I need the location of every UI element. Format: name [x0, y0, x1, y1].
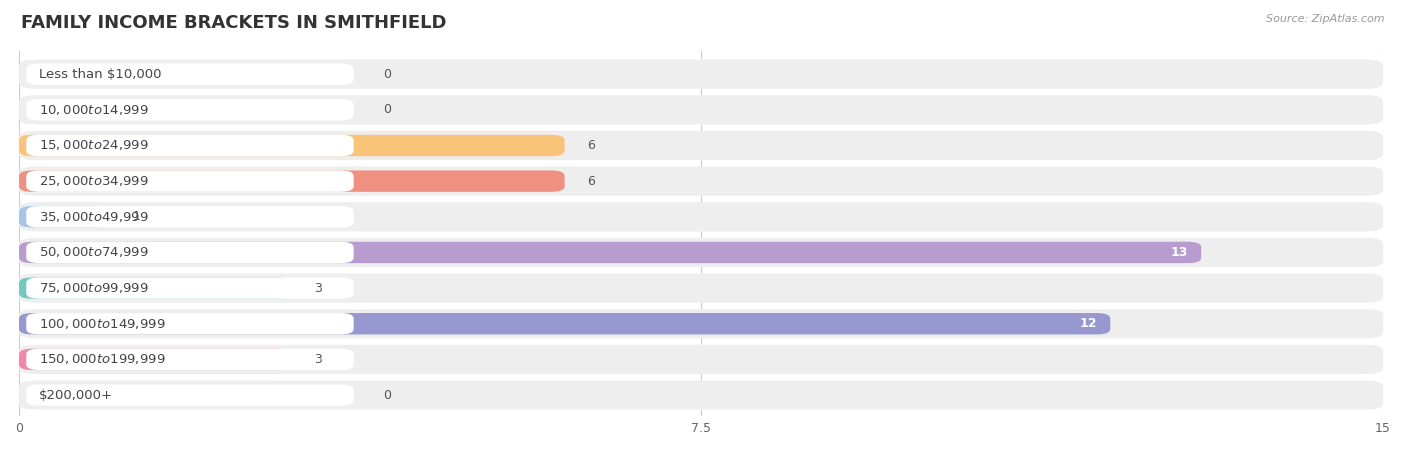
FancyBboxPatch shape: [27, 63, 354, 85]
Text: Source: ZipAtlas.com: Source: ZipAtlas.com: [1267, 14, 1385, 23]
FancyBboxPatch shape: [20, 131, 1384, 160]
Text: $75,000 to $99,999: $75,000 to $99,999: [39, 281, 149, 295]
FancyBboxPatch shape: [20, 238, 1384, 267]
FancyBboxPatch shape: [20, 95, 1384, 125]
FancyBboxPatch shape: [20, 345, 1384, 374]
Text: 6: 6: [588, 175, 595, 188]
Text: $50,000 to $74,999: $50,000 to $74,999: [39, 245, 149, 260]
FancyBboxPatch shape: [27, 242, 354, 263]
FancyBboxPatch shape: [20, 309, 1384, 338]
FancyBboxPatch shape: [27, 349, 354, 370]
Text: FAMILY INCOME BRACKETS IN SMITHFIELD: FAMILY INCOME BRACKETS IN SMITHFIELD: [21, 14, 447, 32]
Text: 6: 6: [588, 139, 595, 152]
FancyBboxPatch shape: [20, 59, 1384, 89]
Text: 3: 3: [315, 282, 322, 295]
FancyBboxPatch shape: [20, 349, 292, 370]
Text: $150,000 to $199,999: $150,000 to $199,999: [39, 352, 166, 366]
FancyBboxPatch shape: [20, 277, 292, 299]
Text: $15,000 to $24,999: $15,000 to $24,999: [39, 139, 149, 153]
Text: $25,000 to $34,999: $25,000 to $34,999: [39, 174, 149, 188]
FancyBboxPatch shape: [20, 166, 1384, 196]
Text: 1: 1: [132, 210, 141, 223]
Text: Less than $10,000: Less than $10,000: [39, 68, 162, 81]
FancyBboxPatch shape: [20, 274, 1384, 303]
FancyBboxPatch shape: [27, 384, 354, 406]
FancyBboxPatch shape: [20, 242, 1201, 263]
FancyBboxPatch shape: [20, 171, 565, 192]
FancyBboxPatch shape: [27, 99, 354, 121]
Text: $35,000 to $49,999: $35,000 to $49,999: [39, 210, 149, 224]
FancyBboxPatch shape: [20, 380, 1384, 410]
Text: 0: 0: [382, 104, 391, 117]
FancyBboxPatch shape: [27, 313, 354, 334]
FancyBboxPatch shape: [27, 206, 354, 228]
Text: 12: 12: [1080, 317, 1097, 330]
Text: $100,000 to $149,999: $100,000 to $149,999: [39, 317, 166, 331]
FancyBboxPatch shape: [27, 277, 354, 299]
FancyBboxPatch shape: [20, 135, 565, 156]
FancyBboxPatch shape: [27, 171, 354, 192]
Text: 0: 0: [382, 68, 391, 81]
Text: 13: 13: [1170, 246, 1188, 259]
FancyBboxPatch shape: [20, 202, 1384, 231]
FancyBboxPatch shape: [20, 206, 110, 228]
FancyBboxPatch shape: [20, 313, 1111, 334]
Text: $10,000 to $14,999: $10,000 to $14,999: [39, 103, 149, 117]
Text: $200,000+: $200,000+: [39, 388, 112, 401]
Text: 3: 3: [315, 353, 322, 366]
Text: 0: 0: [382, 388, 391, 401]
FancyBboxPatch shape: [27, 135, 354, 156]
